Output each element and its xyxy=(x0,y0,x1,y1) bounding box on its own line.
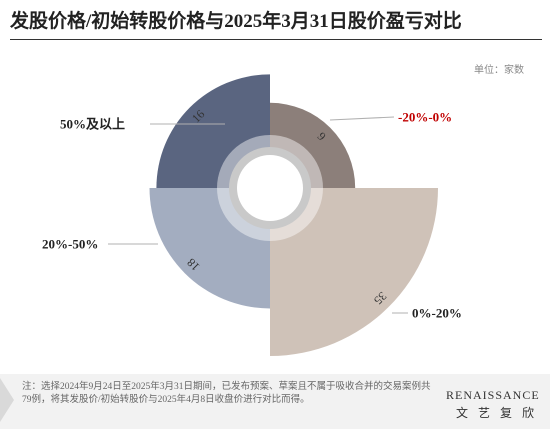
chart-title: 发股价格/初始转股价格与2025年3月31日股价盈亏对比 xyxy=(10,11,462,32)
center-rings xyxy=(217,135,323,241)
footer-arrow-decoration xyxy=(0,378,14,422)
sector-20pct-50pct xyxy=(149,188,270,309)
callouts-group: 50%及以上 -20%-0% 0%-20% 20%-50% xyxy=(42,110,462,321)
brand-logo-en: RENAISSANCE xyxy=(446,388,540,402)
footnote: 注：选择2024年9月24日至2025年3月31日期间，已发布预案、草案且不属于… xyxy=(22,382,431,405)
center-hole xyxy=(237,155,303,221)
unit-label: 单位：家数 xyxy=(474,65,524,76)
leader-line--20pct-0pct xyxy=(329,116,395,121)
footer-bar xyxy=(0,374,550,429)
title-underline xyxy=(10,39,542,40)
brand-logo-zh: 文艺复欣 xyxy=(456,406,545,420)
category-label--20pct-0pct: -20%-0% xyxy=(398,110,452,125)
category-label-50pct及以上: 50%及以上 xyxy=(60,117,125,132)
category-label-20pct-50pct: 20%-50% xyxy=(42,237,98,252)
sector-0pct-20pct xyxy=(270,188,438,356)
category-label-0pct-20pct: 0%-20% xyxy=(412,306,462,321)
